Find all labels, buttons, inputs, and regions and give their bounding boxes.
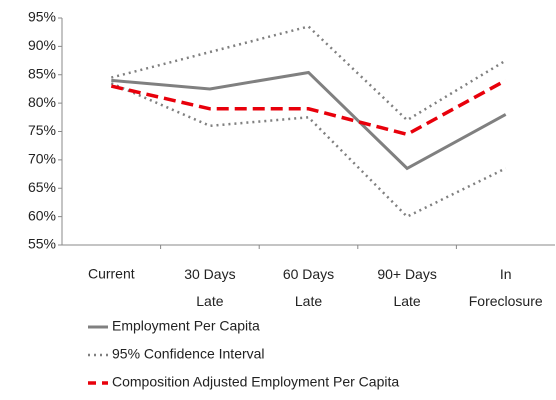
x-tick-label-line: 30 Days: [184, 266, 235, 282]
y-tick-label: 55%: [28, 236, 56, 252]
x-tick-label-line: 60 Days: [283, 266, 334, 282]
y-tick-label: 85%: [28, 65, 56, 81]
series-line: [111, 70, 507, 171]
x-tick-label: 30 Days Late: [184, 266, 235, 309]
x-tick-label: 90+ Days Late: [377, 266, 437, 309]
x-tick-label: 60 Days Late: [283, 266, 334, 309]
legend-label: Composition Adjusted Employment Per Capi…: [112, 374, 399, 390]
x-tick-label-line: In: [500, 266, 512, 282]
x-tick-label-line: Late: [295, 293, 322, 309]
series-line: [110, 82, 507, 219]
y-tick-label: 60%: [28, 207, 56, 223]
series-line: [110, 78, 507, 137]
y-tick-label: 75%: [28, 122, 56, 138]
y-tick-label: 90%: [28, 37, 56, 53]
legend-label: Employment Per Capita: [112, 318, 260, 334]
y-tick-label: 95%: [28, 9, 56, 25]
x-tick-label-line: 90+ Days: [377, 266, 437, 282]
x-tick-label: In Foreclosure: [469, 266, 543, 309]
legend-label: 95% Confidence Interval: [112, 346, 265, 362]
series-line: [110, 25, 507, 122]
x-tick-label-line: Late: [393, 293, 420, 309]
y-tick-label: 80%: [28, 94, 56, 110]
y-tick-label: 65%: [28, 179, 56, 195]
x-tick-label: Current: [88, 266, 135, 282]
x-tick-label-line: Late: [196, 293, 223, 309]
y-tick-label: 70%: [28, 151, 56, 167]
x-tick-label-line: Foreclosure: [469, 293, 543, 309]
